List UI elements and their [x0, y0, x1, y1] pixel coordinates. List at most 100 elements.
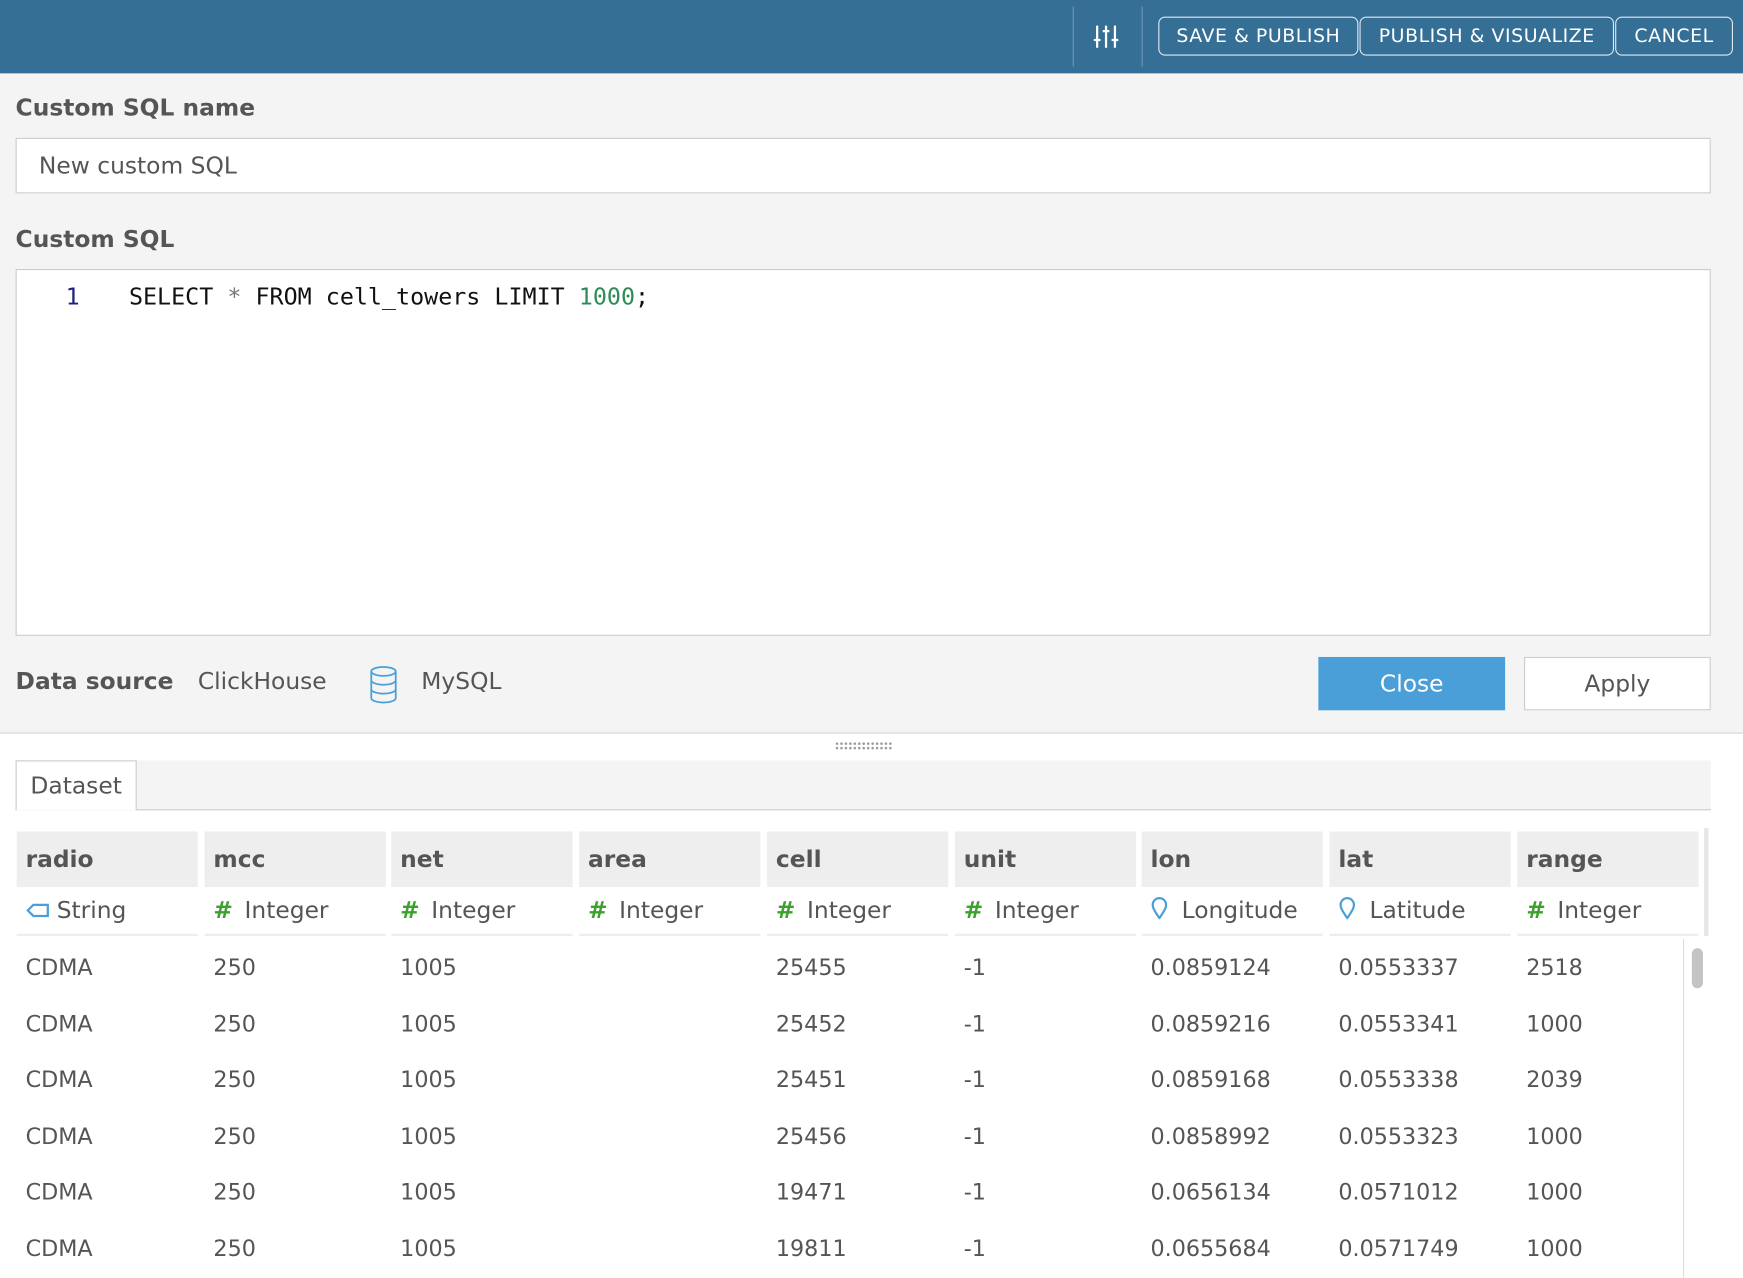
table-cell-unit: -1 — [963, 1066, 986, 1093]
column-type-label: Integer — [431, 897, 516, 924]
close-button[interactable]: Close — [1318, 656, 1506, 711]
column-type-unit[interactable]: # Integer — [954, 887, 1137, 936]
scroll-track — [1682, 939, 1685, 1278]
column-header-lat[interactable]: lat — [1329, 831, 1511, 888]
table-cell-lon: 0.0859124 — [1150, 953, 1271, 981]
column-type-label: Integer — [1557, 897, 1642, 924]
data-source-name: ClickHouse — [197, 668, 327, 695]
divider — [1141, 6, 1143, 67]
cancel-button[interactable]: CANCEL — [1615, 16, 1733, 56]
table-cell-lat: 0.0553341 — [1338, 1009, 1459, 1037]
table-cell-radio: CDMA — [25, 1009, 93, 1037]
column-header-lon[interactable]: lon — [1141, 831, 1323, 888]
column-type-lat[interactable]: Latitude — [1329, 887, 1511, 936]
table-cell-unit: -1 — [963, 953, 986, 981]
hash-icon: # — [213, 897, 234, 924]
hash-icon: # — [1526, 897, 1546, 924]
column-header-mcc[interactable]: mcc — [204, 831, 386, 888]
table-cell-range: 2039 — [1526, 1066, 1583, 1093]
table-cell-cell: 25451 — [775, 1066, 847, 1093]
column-type-mcc[interactable]: # Integer — [204, 887, 386, 936]
top-toolbar: SAVE & PUBLISH PUBLISH & VISUALIZE CANCE… — [0, 0, 1743, 74]
column-type-label: Integer — [619, 897, 704, 924]
sql-semicolon: ; — [635, 283, 650, 311]
column-header-area[interactable]: area — [579, 831, 761, 888]
column-header-unit[interactable]: unit — [954, 831, 1137, 888]
column-type-label: String — [56, 897, 127, 924]
custom-sql-name-input[interactable]: New custom SQL — [15, 137, 1711, 194]
table-cell-unit: -1 — [963, 1178, 986, 1206]
table-cell-lat: 0.0553337 — [1338, 953, 1459, 981]
tab-bar — [15, 760, 1711, 811]
column-header-radio[interactable]: radio — [16, 831, 198, 888]
table-cell-range: 1000 — [1526, 1009, 1583, 1037]
column-type-area[interactable]: # Integer — [579, 887, 761, 936]
line-number: 1 — [65, 283, 80, 311]
column-type-radio[interactable]: String — [16, 887, 198, 936]
table-cell-lon: 0.0655684 — [1150, 1234, 1271, 1262]
column-type-label: Integer — [807, 897, 891, 924]
scrollbar-thumb[interactable] — [1691, 948, 1703, 989]
divider — [1072, 6, 1074, 67]
table-cell-cell: 25452 — [775, 1009, 847, 1037]
column-type-range[interactable]: # Integer — [1517, 887, 1699, 936]
sql-editor[interactable]: 1 SELECT * FROM cell_towers LIMIT 1000; — [15, 269, 1711, 636]
save-publish-button[interactable]: SAVE & PUBLISH — [1158, 16, 1359, 56]
table-cell-range: 1000 — [1526, 1234, 1583, 1262]
table-cell-range: 1000 — [1526, 1178, 1583, 1206]
sql-code-line: SELECT * FROM cell_towers LIMIT 1000; — [129, 283, 649, 310]
sql-keyword: SELECT — [128, 283, 214, 311]
apply-button[interactable]: Apply — [1524, 656, 1711, 711]
resize-handle[interactable] — [834, 741, 893, 751]
table-cell-cell: 19471 — [775, 1178, 847, 1206]
column-header-range[interactable]: range — [1517, 831, 1699, 888]
table-cell-lon: 0.0656134 — [1150, 1178, 1271, 1206]
table-cell-radio: CDMA — [25, 1122, 93, 1150]
map-pin-icon — [1151, 896, 1182, 925]
hash-icon: # — [400, 897, 420, 924]
table-cell-unit: -1 — [963, 1009, 986, 1037]
column-type-label: Integer — [244, 897, 329, 924]
column-type-label: Latitude — [1369, 897, 1466, 924]
column-type-lon[interactable]: Longitude — [1141, 887, 1323, 936]
column-type-net[interactable]: # Integer — [391, 887, 573, 936]
table-cell-mcc: 250 — [213, 1122, 256, 1150]
sliders-icon[interactable] — [1093, 23, 1120, 50]
table-cell-mcc: 250 — [213, 1178, 256, 1206]
table-cell-net: 1005 — [400, 1234, 457, 1262]
sql-table: cell_towers — [325, 283, 481, 311]
sql-keyword: FROM — [255, 283, 312, 311]
hash-icon: # — [775, 897, 796, 924]
table-cell-area — [579, 1052, 760, 1108]
table-cell-radio: CDMA — [25, 1234, 93, 1262]
hash-icon: # — [588, 897, 608, 924]
table-cell-cell: 19811 — [775, 1234, 847, 1262]
column-header-cell[interactable]: cell — [767, 831, 949, 888]
table-cell-lat: 0.0553338 — [1338, 1066, 1459, 1093]
table-cell-mcc: 250 — [213, 1234, 256, 1262]
table-cell-net: 1005 — [400, 1066, 457, 1093]
table-cell-lat: 0.0553323 — [1338, 1122, 1459, 1150]
custom-sql-label: Custom SQL — [15, 225, 175, 253]
table-cell-radio: CDMA — [25, 1178, 93, 1206]
table-cell-radio: CDMA — [25, 1066, 93, 1093]
column-type-label: Longitude — [1181, 897, 1298, 924]
data-source-label: Data source — [15, 668, 174, 695]
publish-visualize-button[interactable]: PUBLISH & VISUALIZE — [1359, 16, 1615, 56]
custom-sql-name-label: Custom SQL name — [15, 94, 256, 122]
hash-icon: # — [963, 897, 984, 924]
table-cell-radio: CDMA — [25, 953, 93, 981]
table-cell-area — [579, 939, 760, 995]
table-cell-mcc: 250 — [213, 953, 256, 981]
sql-keyword: LIMIT — [494, 283, 565, 311]
tab-dataset[interactable]: Dataset — [15, 760, 137, 811]
database-icon — [369, 666, 398, 708]
table-cell-lon: 0.0859168 — [1150, 1066, 1271, 1093]
column-type-cell[interactable]: # Integer — [767, 887, 949, 936]
column-header-net[interactable]: net — [391, 831, 573, 888]
column-type-label: Integer — [994, 897, 1079, 924]
table-cell-net: 1005 — [400, 1009, 457, 1037]
table-cell-range: 1000 — [1526, 1122, 1583, 1150]
table-cell-unit: -1 — [963, 1234, 986, 1262]
